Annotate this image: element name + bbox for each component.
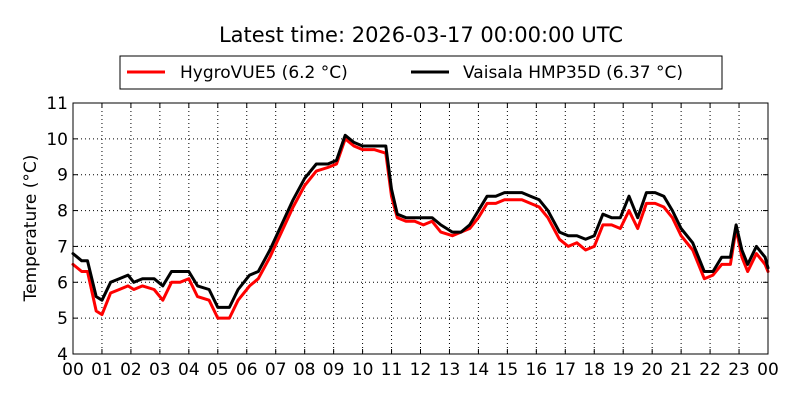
legend-label-vaisala: Vaisala HMP35D (6.37 °C) [463, 63, 683, 83]
grid [73, 103, 768, 354]
y-tick-label: 7 [57, 237, 68, 257]
x-tick-label: 04 [178, 360, 200, 380]
y-tick-label: 4 [57, 345, 68, 365]
plot-frame [72, 102, 769, 355]
x-tick-label: 16 [526, 360, 548, 380]
y-tick-label: 6 [57, 273, 68, 293]
x-tick-label: 15 [497, 360, 519, 380]
x-tick-label: 00 [62, 360, 84, 380]
x-tick-label: 11 [381, 360, 403, 380]
x-tick-label: 00 [757, 360, 779, 380]
x-tick-label: 19 [612, 360, 634, 380]
x-tick-label: 12 [410, 360, 432, 380]
x-tick-label: 23 [728, 360, 750, 380]
x-tick-label: 07 [265, 360, 287, 380]
x-tick-label: 13 [439, 360, 461, 380]
x-tick-label: 01 [91, 360, 113, 380]
y-tick-label: 9 [57, 166, 68, 186]
y-tick-label: 11 [46, 94, 68, 114]
y-tick-label: 8 [57, 202, 68, 222]
y-tick-label: 5 [57, 309, 68, 329]
x-tick-label: 21 [670, 360, 692, 380]
x-tick-label: 22 [699, 360, 721, 380]
x-tick-label: 02 [120, 360, 142, 380]
x-tick-label: 09 [323, 360, 345, 380]
x-tick-label: 14 [468, 360, 490, 380]
x-tick-label: 10 [352, 360, 374, 380]
x-tick-label: 08 [294, 360, 316, 380]
x-tick-label: 05 [207, 360, 229, 380]
series-line-0 [71, 137, 770, 320]
x-tick-label: 17 [554, 360, 576, 380]
legend: HygroVUE5 (6.2 °C) Vaisala HMP35D (6.37 … [119, 55, 723, 90]
axis-ticks: 00 01 02 03 04 05 06 07 08 09 10 11 12 13 14 15 16 17 18 19… [46, 94, 778, 380]
x-tick-label: 03 [149, 360, 171, 380]
x-tick-label: 18 [583, 360, 605, 380]
chart-title: Latest time: 2026-03-17 00:00:00 UTC [219, 23, 623, 47]
y-tick-label: 10 [46, 130, 68, 150]
y-axis-label: Temperature (°C) [21, 155, 41, 303]
x-tick-label: 20 [641, 360, 663, 380]
series-line-1 [71, 133, 770, 309]
x-tick-label: 06 [236, 360, 258, 380]
series-lines [71, 133, 770, 320]
legend-label-hygrovue5: HygroVUE5 (6.2 °C) [180, 63, 348, 83]
